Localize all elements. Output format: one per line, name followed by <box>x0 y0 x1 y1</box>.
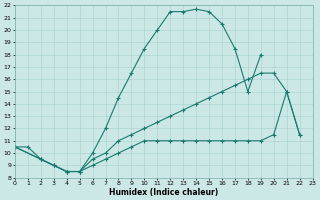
X-axis label: Humidex (Indice chaleur): Humidex (Indice chaleur) <box>109 188 218 197</box>
